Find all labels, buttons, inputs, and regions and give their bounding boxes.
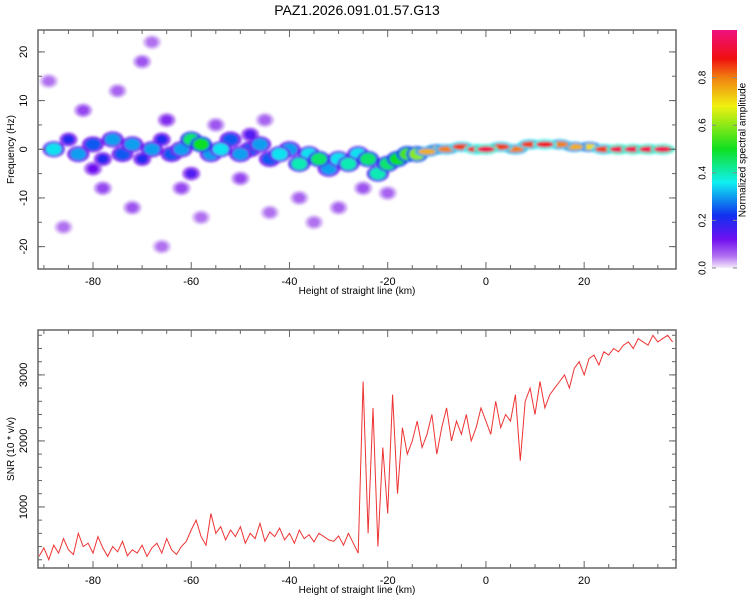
x-axis-label: Height of straight line (km)	[299, 585, 416, 596]
spectral-blob	[57, 222, 70, 233]
spectral-blob	[185, 168, 198, 179]
colorbar-tick-label: 0.4	[698, 165, 709, 179]
spectral-blob	[293, 192, 306, 203]
x-tick-label: -80	[85, 276, 101, 288]
x-tick-label: 0	[483, 276, 489, 288]
spectral-blob	[535, 141, 554, 148]
y-tick-label: 1000	[18, 495, 30, 519]
colorbar-tick-label: 0.2	[698, 213, 709, 227]
x-tick-label: -40	[282, 276, 298, 288]
x-tick-label: -20	[380, 276, 396, 288]
spectral-blob	[653, 146, 672, 153]
spectral-blob	[212, 143, 229, 156]
x-tick-label: 20	[578, 276, 590, 288]
spectral-blob	[124, 138, 141, 151]
spectral-blob	[126, 202, 139, 213]
x-tick-label: -80	[85, 575, 101, 587]
y-tick-label: 3000	[18, 363, 30, 387]
spectral-blob	[77, 105, 90, 116]
spectral-blob	[476, 146, 495, 153]
spectral-blob	[332, 202, 345, 213]
spectral-blob	[263, 207, 276, 218]
spectral-blob	[42, 76, 55, 87]
x-axis-label: Height of straight line (km)	[299, 286, 416, 297]
colorbar-tick-label: 0.0	[698, 261, 709, 275]
spectral-blob	[155, 241, 168, 252]
x-tick-label: 0	[483, 575, 489, 587]
spectral-blob	[96, 183, 109, 194]
y-axis-label: SNR (10 * v/v)	[6, 417, 17, 481]
spectral-blob	[310, 152, 327, 165]
y-axis-label: Frequency (Hz)	[6, 115, 17, 184]
spectral-blob	[85, 138, 102, 151]
spectral-blob	[232, 148, 249, 161]
spectral-blob	[136, 153, 149, 164]
spectral-blobs	[39, 35, 675, 254]
spectral-blob	[381, 188, 394, 199]
x-tick-label: -60	[183, 575, 199, 587]
spectral-blob	[87, 163, 100, 174]
colorbar-label: Normalized spectral amplitude	[738, 82, 749, 217]
spectral-blob	[155, 134, 168, 145]
colorbar-tick-label: 0.6	[698, 118, 709, 132]
spectral-blob	[96, 153, 109, 164]
y-tick-label: -20	[18, 239, 30, 255]
x-tick-label: -40	[282, 575, 298, 587]
spectral-blob	[104, 133, 121, 146]
y-tick-label: 20	[18, 46, 30, 58]
snr-plot-frame	[37, 329, 677, 569]
colorbar-gradient	[712, 30, 737, 268]
spectral-blob	[136, 56, 149, 67]
y-tick-label: -10	[18, 190, 30, 206]
spectral-blob	[160, 115, 173, 126]
spectral-blob	[175, 183, 188, 194]
spectral-blob	[271, 148, 288, 161]
spectral-blob	[251, 138, 268, 151]
snr-series	[38, 334, 674, 562]
spectral-blob	[291, 157, 308, 170]
spectral-blob	[308, 217, 321, 228]
spectral-blob	[417, 148, 436, 155]
x-tick-label: -60	[183, 276, 199, 288]
spectral-blob	[62, 134, 75, 145]
spectral-blob	[209, 119, 222, 130]
spectral-blob	[258, 115, 271, 126]
y-tick-label: 2000	[18, 429, 30, 453]
spectral-blob	[360, 152, 377, 165]
y-tick-label: 10	[18, 94, 30, 106]
spectral-blob	[195, 212, 208, 223]
colorbar-tick-label: 0.8	[698, 70, 709, 84]
spectral-blob	[143, 143, 160, 156]
colorbar: 0.0 0.2 0.4 0.6 0.8 Normalized spectral ampli…	[698, 30, 749, 275]
spectral-blob	[193, 138, 210, 151]
spectral-blob	[340, 157, 357, 170]
y-tick-label: 0	[18, 146, 30, 152]
spectral-blob	[145, 37, 158, 48]
spectral-blob	[244, 129, 257, 140]
snr-line	[38, 334, 674, 562]
x-tick-label: 20	[578, 575, 590, 587]
spectral-blob	[111, 85, 124, 96]
snr-panel: -80 -60 -40 -20 0 20 1000 2000 3000 Height of str…	[6, 329, 677, 596]
spectral-blob	[234, 173, 247, 184]
chart-title: PAZ1.2026.091.01.57.G13	[274, 2, 440, 18]
spectral-blob	[70, 148, 87, 161]
spectral-blob	[357, 183, 370, 194]
spectral-blob	[45, 143, 62, 156]
x-tick-label: -20	[380, 575, 396, 587]
